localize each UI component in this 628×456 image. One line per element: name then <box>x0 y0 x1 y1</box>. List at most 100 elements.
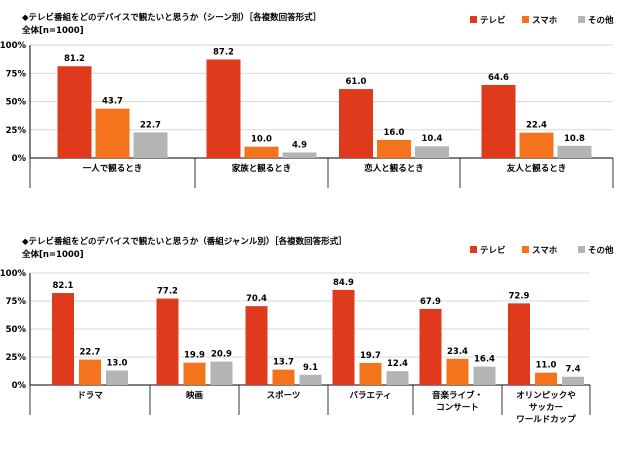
category-label: 恋人と観るとき <box>364 163 424 174</box>
data-label: 70.4 <box>246 294 267 304</box>
data-label: 87.2 <box>213 47 234 57</box>
data-label: 4.9 <box>292 140 307 150</box>
legend-swatch-3 <box>578 16 585 23</box>
data-label: 10.8 <box>564 134 585 144</box>
bar-2-tv-3 <box>245 306 268 385</box>
bar-1-other-2 <box>282 152 317 158</box>
data-label: 13.0 <box>107 358 128 368</box>
data-label: 9.1 <box>303 363 318 373</box>
data-label: 10.4 <box>422 134 443 144</box>
bar-2-smartphone-4 <box>359 362 382 385</box>
category-label: オリンピックや <box>516 390 576 401</box>
data-label: 22.7 <box>80 348 101 358</box>
data-label: 23.4 <box>447 347 468 357</box>
bar-2-tv-1 <box>52 293 74 385</box>
bar-1-other-4 <box>557 145 592 158</box>
y-tick-label: 0% <box>12 381 27 391</box>
legend-label-1: テレビ <box>480 15 506 26</box>
data-label: 81.2 <box>64 54 85 64</box>
y-tick-label: 50% <box>6 325 27 335</box>
bar-2-other-5 <box>473 366 496 385</box>
category-label: サッカー <box>529 403 563 413</box>
legend-swatch-1 <box>470 16 477 23</box>
legend-label-2: スマホ <box>532 16 558 26</box>
category-label: 映画 <box>186 390 203 401</box>
y-tick-label: 100% <box>0 41 26 51</box>
category-label: コンサート <box>436 403 479 413</box>
category-label: 一人で観るとき <box>83 163 143 174</box>
category-label: スポーツ <box>267 390 301 401</box>
bar-2-tv-5 <box>419 308 442 385</box>
legend-swatch-2 <box>522 246 529 253</box>
y-tick-label: 50% <box>6 98 27 108</box>
bar-2-other-2 <box>210 361 233 385</box>
chart-title: ◆テレビ番組をどのデバイスで観たいと思うか（番組ジャンル別）［各複数回答形式］ <box>22 236 347 247</box>
chart-title: ◆テレビ番組をどのデバイスで観たいと思うか（シーン別）［各複数回答形式］ <box>22 12 321 23</box>
chart-subtitle: 全体[n=1000] <box>21 249 84 260</box>
bar-2-other-1 <box>106 370 128 385</box>
category-label: 家族と観るとき <box>232 163 292 174</box>
bar-2-tv-6 <box>508 303 530 385</box>
data-label: 77.2 <box>157 287 178 297</box>
y-tick-label: 75% <box>6 69 27 79</box>
legend-label-2: スマホ <box>532 246 558 256</box>
bar-1-tv-1 <box>57 66 92 158</box>
data-label: 12.4 <box>387 359 408 369</box>
data-label: 19.7 <box>360 351 381 361</box>
data-label: 10.0 <box>251 135 272 145</box>
y-tick-label: 100% <box>0 269 26 279</box>
bar-2-smartphone-1 <box>79 359 101 385</box>
category-label: 音楽ライブ・ <box>432 390 483 401</box>
bar-2-smartphone-5 <box>446 358 469 385</box>
category-label: 友人と観るとき <box>506 163 567 174</box>
bar-2-tv-2 <box>156 298 179 385</box>
legend-label-3: その他 <box>588 245 614 256</box>
category-label: ワールドカップ <box>516 414 576 425</box>
bar-2-other-3 <box>299 374 322 385</box>
data-label: 7.4 <box>565 365 580 375</box>
bar-1-tv-4 <box>481 85 516 158</box>
bar-1-tv-3 <box>339 89 373 158</box>
bar-1-other-3 <box>415 146 449 158</box>
data-label: 43.7 <box>102 97 123 107</box>
bar-2-smartphone-2 <box>183 362 206 385</box>
bar-1-smartphone-4 <box>519 132 554 158</box>
bar-1-smartphone-2 <box>244 146 279 158</box>
chart-subtitle: 全体[n=1000] <box>21 25 84 36</box>
bar-2-other-6 <box>562 376 584 385</box>
data-label: 82.1 <box>53 281 74 291</box>
category-label: ドラマ <box>77 391 103 401</box>
data-label: 20.9 <box>211 350 232 360</box>
bar-2-smartphone-3 <box>272 369 295 385</box>
data-label: 19.9 <box>184 351 205 361</box>
bar-1-other-1 <box>133 132 168 158</box>
y-tick-label: 75% <box>6 297 27 307</box>
bar-2-smartphone-6 <box>535 372 557 385</box>
chart-2: ◆テレビ番組をどのデバイスで観たいと思うか（番組ジャンル別）［各複数回答形式］ 全… <box>0 236 614 425</box>
data-label: 22.4 <box>526 121 547 131</box>
bar-2-other-4 <box>386 371 409 385</box>
y-tick-label: 25% <box>6 126 27 136</box>
data-label: 64.6 <box>488 73 509 83</box>
legend-label-3: その他 <box>588 15 614 26</box>
data-label: 67.9 <box>420 297 441 307</box>
data-label: 16.0 <box>384 128 405 138</box>
data-label: 11.0 <box>536 361 557 371</box>
data-label: 61.0 <box>346 77 367 87</box>
legend-label-1: テレビ <box>480 245 506 256</box>
bar-1-tv-2 <box>206 59 241 158</box>
y-tick-label: 25% <box>6 353 27 363</box>
legend-swatch-2 <box>522 16 529 23</box>
data-label: 13.7 <box>273 358 294 368</box>
category-label: バラエティ <box>350 390 392 401</box>
bar-1-smartphone-3 <box>377 139 411 158</box>
data-label: 16.4 <box>474 355 495 365</box>
legend-swatch-3 <box>578 246 585 253</box>
bar-2-tv-4 <box>332 289 355 385</box>
bar-1-smartphone-1 <box>95 108 130 158</box>
data-label: 22.7 <box>140 120 161 130</box>
y-tick-label: 0% <box>12 154 27 164</box>
chart-1: ◆テレビ番組をどのデバイスで観たいと思うか（シーン別）［各複数回答形式］ 全体[n… <box>0 12 614 188</box>
legend-swatch-1 <box>470 246 477 253</box>
